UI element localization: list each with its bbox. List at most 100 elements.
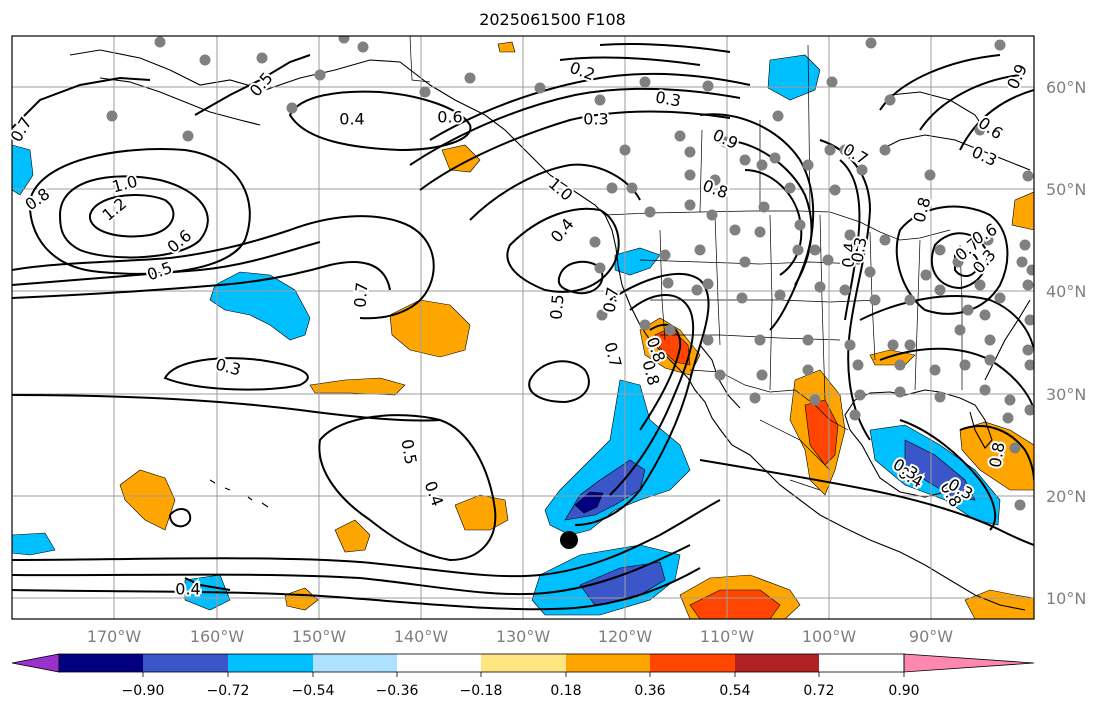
station-dot: [904, 294, 916, 306]
station-dot: [357, 41, 369, 53]
shade-orange-mid: [309, 377, 406, 396]
colorbar-label: 0.54: [719, 683, 751, 699]
coast-aleutians: [99, 77, 261, 126]
border-states-v2: [714, 214, 721, 346]
contour-line: [409, 87, 741, 166]
station-dot: [758, 201, 770, 213]
colorbar-segment: [313, 654, 397, 672]
station-dot: [854, 389, 866, 401]
station-dot: [954, 324, 966, 336]
coast-bc-wa: [564, 184, 689, 379]
contour-label: 0.7: [350, 281, 371, 308]
station-dot: [1024, 314, 1034, 326]
shade-orange-east2: [1011, 191, 1034, 231]
station-dot: [1014, 499, 1026, 511]
station-dot: [974, 279, 986, 291]
contour-line: [699, 459, 1034, 546]
colorbar-label: 0.72: [803, 683, 835, 699]
station-dot: [814, 281, 826, 293]
border-us-canada: [604, 210, 951, 241]
contour-line: [859, 295, 1034, 351]
lon-label-100w: 100°W: [801, 627, 857, 646]
contour-line: [419, 110, 731, 191]
colorbar-label: 0.18: [550, 683, 582, 699]
station-dot: [920, 269, 932, 281]
station-dot: [809, 244, 821, 256]
contour-line: [12, 544, 691, 596]
shade-blue-west: [12, 144, 34, 196]
station-dot: [826, 76, 838, 88]
lon-label-150w: 150°W: [291, 627, 347, 646]
station-dot: [756, 159, 768, 171]
station-dot: [934, 391, 946, 403]
station-dot: [684, 199, 696, 211]
lat-label-10n: 10°N: [1046, 589, 1087, 608]
shade-navy-baja: [574, 491, 604, 514]
contour-line: [88, 194, 175, 238]
station-dot: [619, 144, 631, 156]
station-dot: [314, 69, 326, 81]
station-dot: [702, 80, 714, 92]
contour-line: [184, 577, 231, 591]
station-dot: [802, 159, 814, 171]
station-dot: [719, 136, 731, 148]
station-dot: [802, 364, 814, 376]
station-dot: [809, 394, 821, 406]
station-dot: [934, 284, 946, 296]
shade-orange-sub3: [334, 519, 371, 553]
colorbar-label: 0.36: [634, 683, 666, 699]
contour-line: [557, 260, 604, 295]
station-dot: [982, 234, 994, 246]
station-dot: [865, 37, 877, 49]
contour-label: 0.6: [437, 108, 462, 127]
station-dot: [594, 262, 606, 274]
shade-orange-gulf-ak: [441, 144, 481, 173]
station-dot: [106, 110, 118, 122]
lon-label-130w: 130°W: [495, 627, 551, 646]
colorbar-label: −0.54: [291, 683, 335, 699]
station-dot: [864, 266, 876, 278]
station-dot: [984, 334, 996, 346]
station-dot: [904, 339, 916, 351]
border-alaska-canada: [409, 36, 431, 83]
contour-line: [599, 42, 731, 53]
station-dot: [464, 72, 476, 84]
station-dot: [702, 334, 714, 346]
contour-line: [12, 241, 321, 286]
contour-label: 0.3: [583, 110, 608, 129]
station-dot: [849, 409, 861, 421]
station-dot: [894, 359, 906, 371]
contour-label: 0.4: [838, 241, 859, 268]
colorbar-segment: [228, 654, 313, 672]
map-frame: [11, 35, 1035, 620]
contour-line: [12, 261, 391, 299]
contour-line: [919, 74, 1021, 131]
station-dot: [829, 184, 841, 196]
contour-line: [609, 294, 695, 496]
lat-label-50n: 50°N: [1046, 180, 1087, 199]
colorbar: [11, 653, 1035, 677]
border-mexico-states: [759, 419, 831, 491]
lon-label-170w: 170°W: [86, 627, 142, 646]
station-dot: [824, 144, 836, 156]
coast-gulf: [844, 389, 961, 431]
contour-line: [528, 360, 590, 404]
station-dot: [879, 144, 891, 156]
lon-label-140w: 140°W: [393, 627, 449, 646]
station-dot: [596, 309, 608, 321]
lat-label-30n: 30°N: [1046, 385, 1087, 404]
contour-line: [12, 499, 721, 578]
shade-darkblue-gulf: [904, 439, 976, 501]
contour-line: [506, 207, 620, 293]
station-dot: [772, 110, 784, 122]
shade-orange-sub4: [284, 587, 319, 611]
contour-line: [163, 357, 309, 391]
contour-line: [559, 56, 701, 66]
station-dot: [1016, 256, 1028, 268]
station-dot: [839, 144, 851, 156]
station-dot: [822, 254, 834, 266]
station-dot: [1026, 264, 1034, 276]
shade-blue-alaska: [767, 54, 821, 101]
station-dot: [684, 146, 696, 158]
